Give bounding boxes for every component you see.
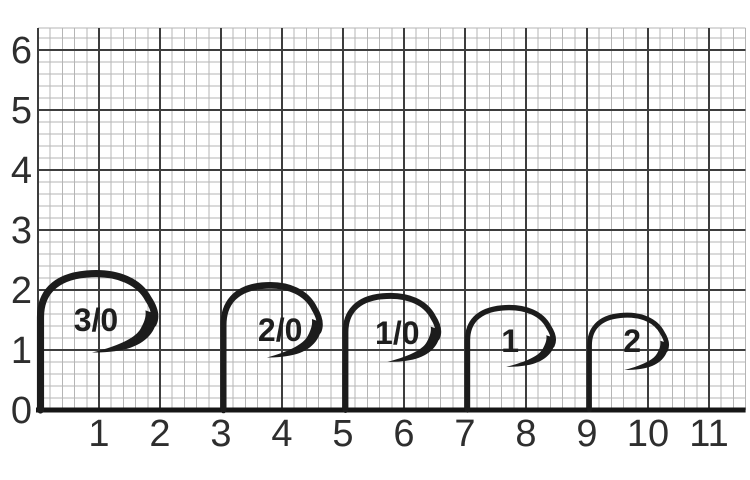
hook-point	[387, 326, 441, 362]
fishhook-drawings	[36, 270, 670, 414]
x-tick-label: 2	[149, 413, 170, 455]
x-tick-label: 5	[332, 413, 353, 455]
fishhook-1	[464, 304, 556, 413]
fishhook-2-0	[220, 282, 323, 414]
hook-point	[92, 310, 157, 353]
fishhook-1-0	[342, 292, 442, 414]
hook-point	[624, 340, 669, 371]
hook-body	[587, 312, 670, 413]
y-axis-tick-labels: 0 1 2 3 4 5 6	[11, 30, 32, 432]
hook-size-label: 3/0	[74, 302, 118, 338]
hook-body	[36, 270, 159, 414]
hook-size-label: 2	[623, 323, 641, 359]
x-tick-label: 4	[271, 413, 292, 455]
hook-body	[220, 282, 323, 414]
fishhook-size-labels: 3/0 2/0 1/0 1 2	[74, 302, 641, 359]
y-tick-label: 2	[11, 270, 32, 312]
hook-body	[342, 292, 442, 414]
x-tick-label: 7	[454, 413, 475, 455]
x-tick-label: 10	[627, 413, 669, 455]
grid-minor-lines	[38, 27, 747, 410]
x-tick-label: 3	[210, 413, 231, 455]
x-axis-tick-labels: 1 2 3 4 5 6 7 8 9 10 11	[88, 413, 728, 455]
y-tick-label: 4	[11, 150, 32, 192]
y-tick-label: 5	[11, 90, 32, 132]
fishhook-3-0	[36, 270, 159, 414]
hook-body	[464, 304, 556, 413]
hook-size-label: 1	[501, 323, 519, 359]
hook-point	[266, 318, 322, 358]
y-tick-label: 3	[11, 210, 32, 252]
hook-size-label: 1/0	[375, 315, 419, 351]
hook-size-label: 2/0	[258, 312, 302, 348]
fishhook-2	[587, 312, 670, 413]
hook-point	[506, 335, 555, 367]
x-tick-label: 9	[576, 413, 597, 455]
y-tick-label: 6	[11, 30, 32, 72]
x-tick-label: 11	[689, 413, 728, 455]
x-tick-label: 1	[88, 413, 109, 455]
y-tick-label: 0	[11, 390, 32, 432]
x-tick-label: 6	[393, 413, 414, 455]
x-tick-label: 8	[515, 413, 536, 455]
y-tick-label: 1	[11, 330, 32, 372]
